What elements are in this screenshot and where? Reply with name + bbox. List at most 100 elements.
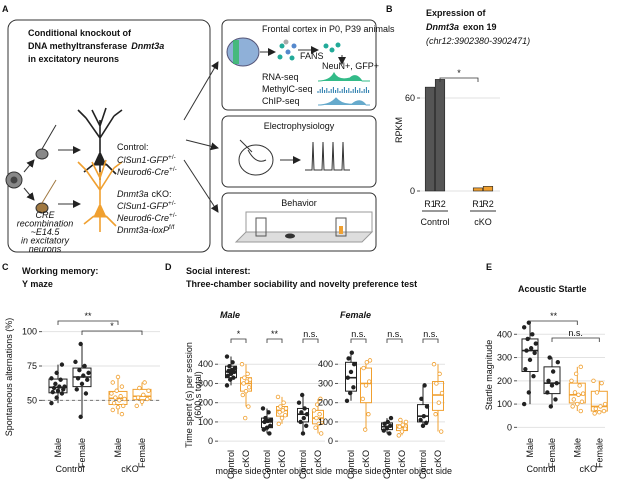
data-point <box>396 433 401 438</box>
y-tick-label: 400 <box>198 359 213 369</box>
x-tick-label: R1 <box>424 199 436 209</box>
data-point <box>134 403 139 409</box>
group-label: Control <box>420 217 449 227</box>
data-point <box>319 417 325 423</box>
brain-slice <box>226 37 260 67</box>
neuron-dendrites <box>77 107 123 180</box>
data-point <box>79 381 85 387</box>
y-tick-label: 100 <box>497 399 512 409</box>
significance-label: n.s. <box>423 329 438 339</box>
young-neurite <box>41 179 57 204</box>
group-label: mouse side <box>335 466 381 476</box>
data-point <box>73 359 78 365</box>
genotype: ClSun1-GFP+/- <box>117 200 176 211</box>
data-point <box>382 421 387 427</box>
genotype-part: +/- <box>169 166 177 173</box>
data-point <box>578 364 583 370</box>
x-tick-label: cKO <box>313 450 323 468</box>
bar <box>482 186 494 192</box>
data-point <box>54 370 59 376</box>
y-tick-label: 0 <box>208 436 213 446</box>
data-point <box>264 425 270 430</box>
data-point <box>397 424 402 429</box>
data-point <box>114 388 119 393</box>
data-point <box>360 396 365 402</box>
neuron-soma <box>93 202 107 218</box>
group-label: center <box>262 466 287 476</box>
data-point <box>118 394 123 399</box>
cko-label-part: Dnmt3a <box>117 189 149 199</box>
data-point <box>403 419 409 425</box>
data-point <box>59 362 65 367</box>
data-point <box>578 408 583 414</box>
progenitor-nucleus <box>10 176 18 184</box>
y-axis-label: RPKM <box>394 117 404 143</box>
x-tick-label: Female <box>137 438 147 468</box>
nucleus-dot <box>291 43 297 49</box>
data-point <box>245 371 250 377</box>
data-point <box>546 378 551 384</box>
data-point <box>278 404 283 409</box>
x-tick-label: cKO <box>241 450 251 468</box>
significance-label: * <box>110 321 114 331</box>
data-point <box>387 431 392 436</box>
data-point <box>266 410 271 415</box>
chart-title: Expression of <box>426 8 487 18</box>
chart-title: Working memory: <box>22 266 98 276</box>
data-point <box>54 395 59 400</box>
x-tick-label: Female <box>594 438 604 468</box>
data-point <box>348 390 353 396</box>
data-point <box>315 402 320 407</box>
data-point <box>49 400 54 406</box>
y-tick-label: 200 <box>497 376 512 386</box>
chart-subtitle: Three-chamber sociability and novelty pr… <box>186 279 417 289</box>
data-point <box>135 395 141 400</box>
data-point <box>577 383 582 388</box>
data-point <box>231 375 236 380</box>
data-point <box>384 425 390 430</box>
cre-note: in excitatory <box>21 236 70 246</box>
y-tick-label: 0 <box>410 186 415 196</box>
data-point <box>385 419 390 425</box>
data-point <box>224 354 230 359</box>
x-tick-label: Male <box>525 438 535 458</box>
significance-label: ** <box>271 329 279 339</box>
significance-bracket <box>386 338 403 343</box>
significance-label: * <box>237 329 241 339</box>
genotype-part: ClSun1-GFP <box>117 201 168 211</box>
data-point <box>146 388 151 393</box>
data-point <box>388 423 393 428</box>
facet-label: Female <box>340 310 371 320</box>
data-point <box>418 417 423 423</box>
chart-subtitle-part: Dnmt3a <box>426 22 459 32</box>
data-point <box>74 387 79 392</box>
object <box>339 226 343 234</box>
data-point <box>58 377 63 382</box>
data-point <box>573 371 579 377</box>
data-point <box>227 377 233 382</box>
data-point <box>246 385 252 390</box>
data-point <box>268 423 273 428</box>
data-point <box>572 390 578 395</box>
data-point <box>363 383 369 388</box>
data-point <box>367 358 373 363</box>
data-point <box>352 362 357 367</box>
y-tick-label: 0 <box>507 422 512 432</box>
data-point <box>318 396 323 402</box>
significance-bracket <box>350 338 367 343</box>
data-point <box>145 396 150 402</box>
genotype: ClSun1-GFP+/- <box>117 154 176 165</box>
data-point <box>523 366 528 372</box>
significance-label: n.s. <box>568 328 583 338</box>
data-point <box>110 407 115 413</box>
bar <box>424 86 436 192</box>
data-point <box>122 396 127 402</box>
group-label: object side <box>409 466 452 476</box>
nucleus-dot <box>277 54 283 60</box>
nucleus-dot <box>289 55 295 61</box>
bar <box>472 187 484 192</box>
y-axis-label: Spontaneous alternations (%) <box>4 318 14 437</box>
box <box>417 404 429 423</box>
significance-label: ** <box>84 311 92 321</box>
